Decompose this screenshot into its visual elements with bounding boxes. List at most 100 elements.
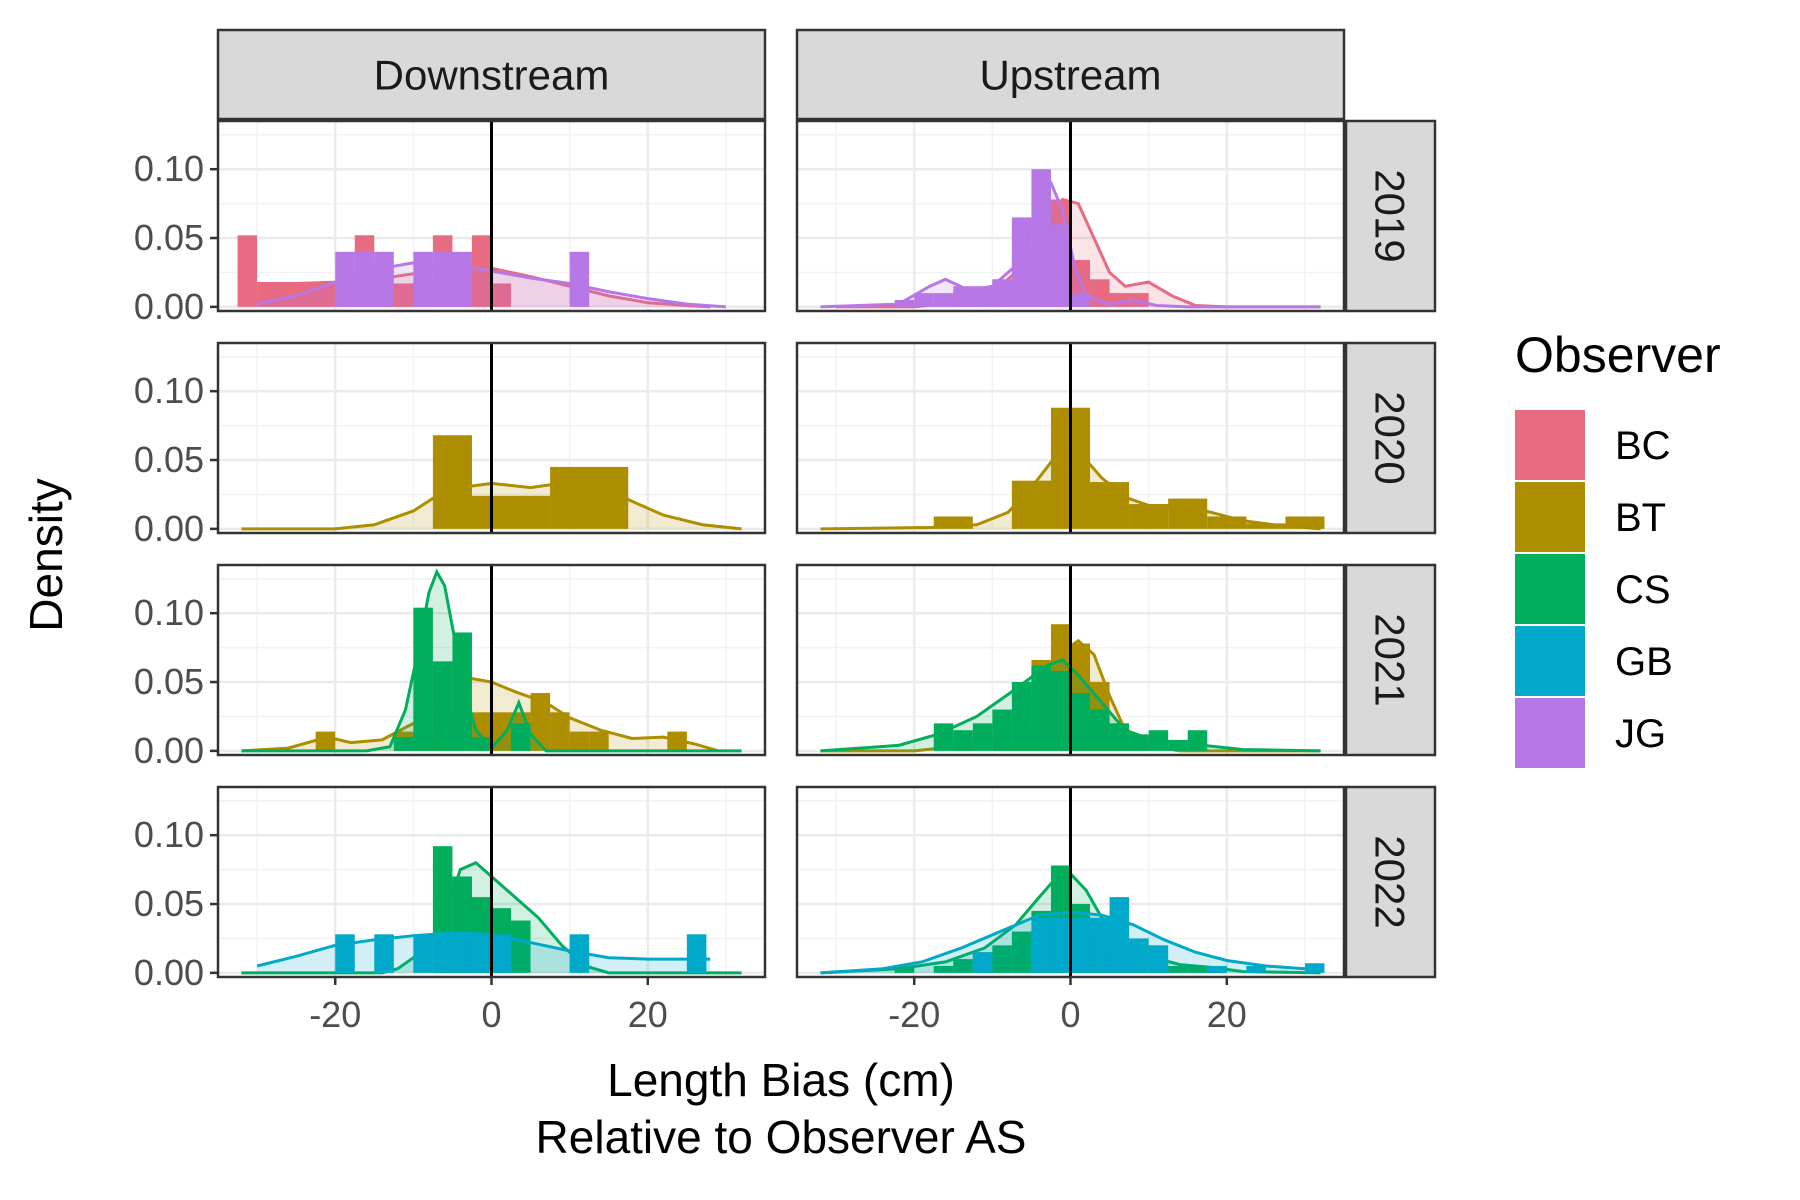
histogram-bar-JG	[972, 286, 993, 307]
panel-upstream-2022	[795, 785, 1346, 979]
x-tick-label: 0	[1060, 994, 1080, 1035]
y-tick-label: 0.05	[134, 661, 204, 702]
histogram-bar-BT	[589, 731, 609, 751]
histogram-bar-BC	[491, 283, 512, 307]
histogram-bar-JG	[894, 299, 915, 307]
histogram-bar-CS	[894, 965, 915, 973]
histogram-bar-BT	[1129, 504, 1169, 529]
panel-upstream-2019	[795, 119, 1346, 313]
histogram-bar-CS	[992, 945, 1012, 973]
x-tick-label: -20	[888, 994, 940, 1035]
density-line-BT	[820, 448, 1321, 531]
histogram-bar-BT	[569, 731, 590, 751]
x-tick-label: 0	[481, 994, 501, 1035]
legend-label-CS: CS	[1615, 568, 1671, 612]
panel-downstream-2020	[216, 341, 767, 535]
histogram-bar-GB	[1109, 897, 1130, 973]
histogram-bar-CS	[1031, 665, 1051, 751]
histogram-bar-CS	[1011, 931, 1032, 973]
density-line-BT	[241, 480, 742, 531]
panel-border	[216, 563, 767, 757]
row-strip-label: 2019	[1367, 169, 1414, 262]
histogram-bar-CS	[452, 632, 472, 751]
histogram-bar-GB	[452, 934, 472, 973]
legend-key-BC	[1515, 410, 1585, 480]
histogram-bar-BC	[257, 283, 355, 307]
y-axis-title: Density	[20, 478, 72, 631]
panel-downstream-2021	[216, 563, 767, 757]
y-tick-label: 0.05	[134, 217, 204, 258]
histogram-bar-GB	[1129, 938, 1149, 973]
histogram-bar-CS	[1011, 682, 1032, 751]
histogram-bar-CS	[432, 661, 453, 751]
y-tick-label: 0.10	[134, 814, 204, 855]
histogram-bar-GB	[972, 952, 993, 973]
row-strip-label: 2021	[1367, 613, 1414, 706]
x-tick-label: 20	[1207, 994, 1247, 1035]
histogram-bar-JG	[374, 251, 394, 307]
histogram-bar-GB	[1031, 917, 1051, 973]
histogram-bar-BT	[550, 466, 629, 529]
histogram-bar-GB	[1148, 945, 1169, 973]
row-strip	[1344, 563, 1437, 757]
histogram-bar-GB	[1207, 965, 1227, 973]
y-tick-label: 0.05	[134, 439, 204, 480]
x-axis-title-line-2: Relative to Observer AS	[536, 1111, 1027, 1163]
histogram-bar-CS	[953, 959, 973, 973]
histogram-bar-CS	[1168, 739, 1188, 751]
y-tick-label: 0.00	[134, 508, 204, 549]
histogram-bar-CS	[1129, 734, 1149, 751]
panel-upstream-2020	[795, 341, 1346, 535]
density-area-BC	[836, 199, 1321, 307]
density-area-GB	[257, 932, 711, 973]
column-strip-label: Upstream	[979, 52, 1161, 99]
panel-border	[795, 119, 1346, 313]
histogram-bar-GB	[471, 934, 492, 973]
histogram-bar-GB	[413, 934, 433, 973]
panel-content	[820, 169, 1321, 309]
histogram-bar-CS	[1168, 965, 1188, 973]
panel-content	[241, 568, 742, 753]
y-tick-label: 0.10	[134, 370, 204, 411]
histogram-bar-CS	[992, 709, 1012, 751]
facet-strips: Downstream Upstream 2019 2020 2021 2022	[216, 28, 1437, 979]
legend-key-BT	[1515, 482, 1585, 552]
density-line-GB	[820, 910, 1321, 975]
y-tick-label: 0.00	[134, 730, 204, 771]
histogram-bar-BC	[237, 235, 258, 307]
x-axis-title-line-1: Length Bias (cm)	[607, 1054, 955, 1106]
panel-border	[795, 341, 1346, 535]
histogram-bar-CS	[1187, 965, 1208, 973]
y-tick-label: 0.05	[134, 883, 204, 924]
density-line-JG	[820, 180, 1321, 309]
histogram-bar-JG	[569, 251, 590, 307]
legend-label-BT: BT	[1615, 496, 1666, 540]
histogram-bar-JG	[992, 279, 1012, 307]
row-strip-label: 2020	[1367, 391, 1414, 484]
histogram-bar-BT	[1090, 482, 1130, 529]
histogram-bar-GB	[1246, 965, 1266, 973]
panel-downstream-2022	[216, 785, 767, 979]
density-area-BT	[241, 677, 719, 751]
histogram-bar-BC	[471, 235, 492, 307]
row-strip	[1344, 341, 1437, 535]
histogram-bar-BT	[1246, 523, 1286, 529]
histogram-bar-CS	[1070, 693, 1091, 751]
y-tick-label: 0.00	[134, 286, 204, 327]
histogram-bar-GB	[491, 934, 512, 973]
histogram-bar-BT	[432, 435, 472, 529]
density-line-CS	[820, 872, 1321, 975]
histogram-bar-JG	[933, 293, 954, 307]
legend-key-CS	[1515, 554, 1585, 624]
histogram-bar-CS	[511, 920, 531, 973]
legend-label-BC: BC	[1615, 424, 1671, 468]
panels-layer	[216, 119, 1346, 979]
row-strip	[1344, 119, 1437, 313]
histogram-bar-CS	[933, 965, 954, 973]
histogram-bar-GB	[1090, 917, 1110, 973]
legend-key-GB	[1515, 626, 1585, 696]
histogram-bar-CS	[972, 723, 993, 751]
density-line-CS	[820, 658, 1321, 753]
legend-label-GB: GB	[1615, 640, 1673, 684]
